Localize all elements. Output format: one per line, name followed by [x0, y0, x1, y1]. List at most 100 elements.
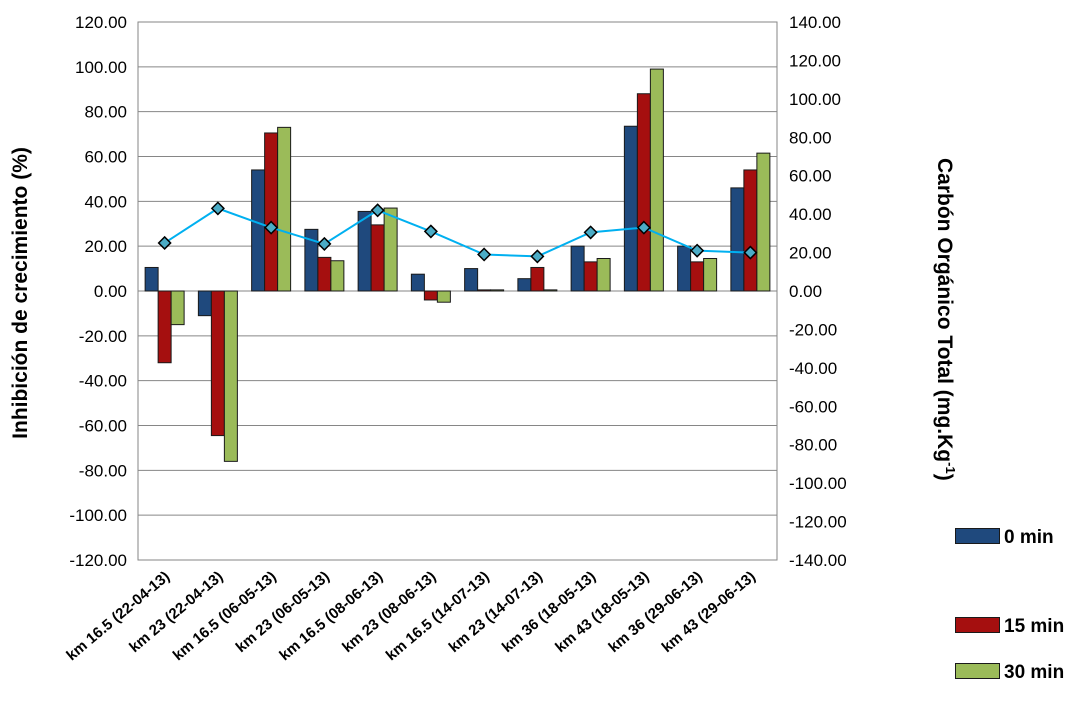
bar	[649, 68, 664, 292]
bars	[144, 68, 771, 462]
bar	[596, 257, 611, 292]
bar	[730, 187, 745, 292]
bar	[636, 93, 651, 292]
x-tick-label: km 43 (18-05-13)	[552, 568, 652, 656]
bar	[743, 169, 758, 292]
y2-tick-label: 140.00	[789, 13, 841, 32]
legend-swatch-30min	[955, 663, 1000, 679]
y-tick-label: -20.00	[79, 327, 127, 346]
gridlines	[138, 66, 777, 516]
toc-marker	[157, 235, 172, 251]
toc-marker	[317, 236, 332, 251]
bar	[623, 125, 638, 292]
bar	[317, 256, 332, 292]
legend-item-0min: 0 min	[955, 526, 1074, 550]
bar	[436, 290, 451, 303]
y2-tick-label: 120.00	[789, 51, 841, 70]
y2-axis-title-main: Carbón Orgánico Total (mg.Kg	[933, 158, 956, 462]
toc-marker	[210, 201, 225, 216]
y-tick-label: 120.00	[75, 13, 127, 32]
x-tick-label: km 23 (22-04-13)	[126, 568, 226, 656]
bar	[464, 268, 479, 292]
legend-label-15min: 15 min	[1004, 616, 1065, 637]
bar	[570, 245, 585, 292]
y2-tick-label: -100.00	[789, 474, 847, 493]
toc-line	[157, 201, 758, 264]
x-tick-label: km 23 (08-06-13)	[339, 568, 439, 656]
y-tick-label: -80.00	[79, 461, 127, 480]
bar	[370, 224, 385, 292]
bar	[423, 290, 438, 301]
bar	[490, 289, 505, 292]
bar	[357, 210, 372, 292]
y-tick-label: -120.00	[69, 551, 127, 570]
legend-swatch-0min	[955, 528, 1000, 544]
bar	[210, 290, 225, 437]
y-tick-label: -40.00	[79, 372, 127, 391]
y2-tick-label: 20.00	[789, 244, 832, 263]
y-tick-label: -60.00	[79, 417, 127, 436]
toc-marker	[423, 224, 438, 239]
x-tick-label: km 43 (29-06-13)	[659, 568, 759, 656]
bar	[144, 266, 159, 292]
y2-axis-title-end: )	[933, 474, 956, 481]
y2-tick-label: 80.00	[789, 128, 832, 147]
bar	[410, 273, 425, 292]
y2-tick-label: 100.00	[789, 90, 841, 109]
y2-axis-title: Carbón Orgánico Total (mg.Kg-1)	[933, 158, 958, 481]
legend-item-15min: 15 min	[955, 615, 1074, 639]
legend-item-30min: 30 min	[955, 661, 1074, 685]
bar	[583, 261, 598, 292]
plot-frame	[137, 21, 778, 561]
x-tick-label: km 23 (14-07-13)	[446, 568, 546, 656]
y2-tick-label: 0.00	[789, 282, 822, 301]
y-axis-ticks: 120.00 100.00 80.00 60.00 40.00 20.00 0.00 -20.…	[69, 13, 127, 570]
y2-tick-label: -80.00	[789, 436, 837, 455]
toc-marker	[636, 220, 651, 235]
bar	[223, 290, 238, 462]
y2-tick-label: -20.00	[789, 320, 837, 339]
y2-tick-label: -120.00	[789, 513, 847, 532]
toc-line-path	[164, 207, 751, 258]
toc-marker	[583, 225, 598, 240]
y2-tick-label: 60.00	[789, 167, 832, 186]
y-tick-label: 0.00	[94, 282, 127, 301]
bar	[197, 290, 212, 317]
y2-axis-ticks: 140.00 120.00 100.00 80.00 60.00 40.00 20.00 0.…	[789, 13, 847, 570]
bar	[251, 169, 266, 292]
bar	[170, 290, 185, 326]
y-tick-label: 80.00	[84, 103, 127, 122]
bar	[677, 245, 692, 292]
y2-axis-title-sup: -1	[943, 462, 958, 474]
bar	[517, 278, 532, 292]
x-axis-labels: km 16.5 (22-04-13)km 23 (22-04-13)km 16.…	[63, 568, 759, 664]
bar	[756, 152, 771, 292]
y-tick-label: 20.00	[84, 237, 127, 256]
x-tick-label: km 36 (29-06-13)	[605, 568, 705, 656]
toc-marker	[743, 245, 758, 260]
legend-swatch-15min	[955, 617, 1000, 633]
y-tick-label: 100.00	[75, 58, 127, 77]
toc-marker	[477, 247, 492, 262]
bar	[157, 290, 172, 364]
bar	[330, 260, 345, 292]
y2-tick-label: -40.00	[789, 359, 837, 378]
bar	[383, 207, 398, 292]
y2-tick-label: 40.00	[789, 205, 832, 224]
y2-tick-label: -60.00	[789, 397, 837, 416]
y-tick-label: 40.00	[84, 192, 127, 211]
toc-marker	[530, 249, 545, 264]
bar	[277, 126, 292, 292]
toc-marker	[690, 243, 705, 258]
legend-label-0min: 0 min	[1004, 527, 1054, 548]
bar	[690, 261, 705, 292]
bar	[530, 266, 545, 292]
x-tick-label: km 16.5 (22-04-13)	[63, 568, 173, 664]
legend-label-30min: 30 min	[1004, 662, 1065, 683]
bar	[543, 289, 558, 292]
bar	[703, 257, 718, 292]
y-tick-label: -100.00	[69, 506, 127, 525]
bar	[477, 289, 492, 292]
x-tick-label: km 23 (06-05-13)	[233, 568, 333, 656]
